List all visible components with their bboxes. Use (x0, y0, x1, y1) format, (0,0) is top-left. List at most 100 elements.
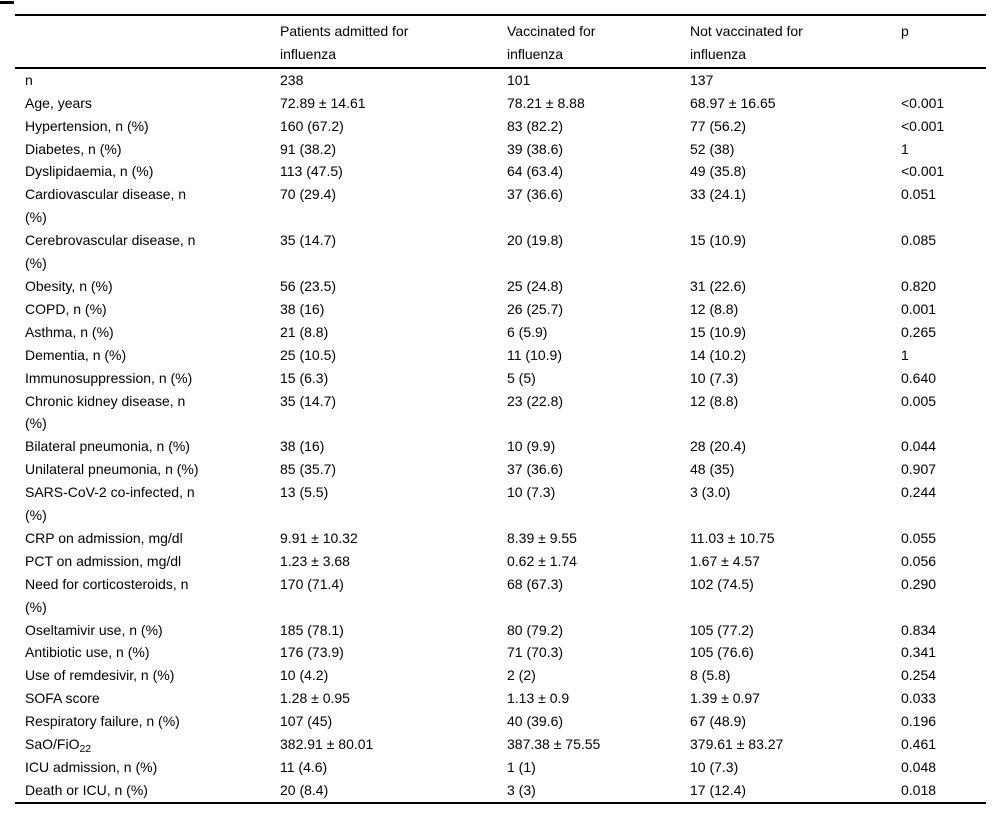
cell-p-value: <0.001 (901, 117, 945, 134)
row-label: ICU admission, n (%) (25, 759, 158, 775)
cell-p-value: 0.055 (901, 529, 937, 546)
cell-vaccinated: 0.62 ± 1.74 (507, 552, 577, 569)
table-row: Age, years 72.89 ± 14.61 78.21 ± 8.88 68.97… (15, 92, 986, 115)
cell-not-vaccinated: 15 (10.9) (690, 323, 747, 340)
cell-p-value: <0.001 (901, 163, 945, 180)
cell-p-value: 0.907 (901, 461, 937, 478)
cell-not-vaccinated: 52 (38) (690, 140, 735, 157)
cell-patients-admitted: 85 (35.7) (280, 461, 337, 478)
row-label: n (25, 71, 33, 88)
table-header: Patients admitted for influenza Vaccinat… (15, 15, 986, 68)
row-label: Antibiotic use, n (%) (25, 644, 150, 661)
cell-patients-admitted: 38 (16) (280, 438, 325, 455)
table-row: PCT on admission, mg/dl 1.23 ± 3.68 0.62 ±… (15, 550, 986, 573)
table-row: Unilateral pneumonia, n (%) 85 (35.7) 37 (… (15, 458, 986, 481)
cell-patients-admitted: 91 (38.2) (280, 140, 337, 157)
cell-p-value: 0.048 (901, 759, 937, 775)
row-label: Age, years (25, 94, 92, 111)
row-label: SOFA score (25, 690, 100, 707)
row-label: Oseltamivir use, n (%) (25, 621, 163, 638)
cell-p-value: 0.820 (901, 277, 937, 294)
cell-p-value: 0.044 (901, 438, 937, 455)
cell-vaccinated: 6 (5.9) (507, 323, 548, 340)
cell-vaccinated: 387.38 ± 75.55 (507, 736, 601, 753)
cell-p-value: 1 (901, 140, 909, 157)
row-label: Use of remdesivir, n (%) (25, 667, 175, 684)
cell-patients-admitted: 13 (5.5) (280, 484, 329, 501)
row-label: Diabetes, n (%) (25, 140, 122, 157)
row-label: SaO/FiO22 (25, 736, 92, 756)
cell-not-vaccinated: 12 (8.8) (690, 300, 739, 317)
row-label: Hypertension, n (%) (25, 117, 149, 134)
cell-not-vaccinated: 31 (22.6) (690, 277, 747, 294)
cell-not-vaccinated: 8 (5.8) (690, 667, 731, 684)
cell-p-value: 0.265 (901, 323, 937, 340)
cell-patients-admitted: 238 (280, 71, 304, 88)
cell-vaccinated: 2 (2) (507, 667, 536, 684)
cell-vaccinated: 8.39 ± 9.55 (507, 529, 577, 546)
cell-not-vaccinated: 68.97 ± 16.65 (690, 94, 776, 111)
cell-not-vaccinated: 11.03 ± 10.75 (690, 529, 775, 546)
cell-patients-admitted: 1.23 ± 3.68 (280, 552, 350, 569)
table-row: Use of remdesivir, n (%) 10 (4.2) 2 (2) 8 (… (15, 664, 986, 687)
cell-p-value: 1 (901, 346, 909, 363)
cell-patients-admitted: 113 (47.5) (280, 163, 343, 180)
cell-vaccinated: 40 (39.6) (507, 713, 564, 730)
table-row: Asthma, n (%) 21 (8.8) 6 (5.9) 15 (10.9) 0.2… (15, 321, 986, 344)
cell-not-vaccinated: 10 (7.3) (690, 759, 739, 775)
cell-patients-admitted: 10 (4.2) (280, 667, 329, 684)
cell-patients-admitted: 70 (29.4) (280, 186, 337, 203)
cell-patients-admitted: 160 (67.2) (280, 117, 344, 134)
row-label: Immunosuppression, n (%) (25, 369, 193, 386)
col-header-p-value: p (901, 15, 986, 68)
cell-patients-admitted: 185 (78.1) (280, 621, 344, 638)
cell-vaccinated: 10 (9.9) (507, 438, 556, 455)
cell-p-value (901, 68, 986, 92)
cell-not-vaccinated: 28 (20.4) (690, 438, 747, 455)
col-header-patients-line1: Patients admitted for (280, 23, 409, 39)
row-label: Unilateral pneumonia, n (%) (25, 461, 199, 478)
cell-not-vaccinated: 102 (74.5) (690, 575, 754, 592)
cell-patients-admitted: 35 (14.7) (280, 232, 337, 249)
cell-not-vaccinated: 1.39 ± 0.97 (690, 690, 760, 707)
col-header-patients-line2: influenza (280, 45, 337, 62)
cell-not-vaccinated: 10 (7.3) (690, 369, 739, 386)
cell-not-vaccinated: 12 (8.8) (690, 392, 739, 409)
header-row: Patients admitted for influenza Vaccinat… (15, 15, 986, 68)
cell-not-vaccinated: 379.61 ± 83.27 (690, 736, 784, 753)
cell-vaccinated: 78.21 ± 8.88 (507, 94, 585, 111)
row-label: Chronic kidney disease, n (%) (25, 392, 186, 432)
table-row: COPD, n (%) 38 (16) 26 (25.7) 12 (8.8) 0.001 (15, 298, 986, 321)
cell-not-vaccinated: 3 (3.0) (690, 484, 731, 501)
table-row: SaO/FiO22 382.91 ± 80.01 387.38 ± 75.55 379… (15, 733, 986, 756)
table-body: n 238 101 137 Age, years 72.89 ± 14.61 78.21 ±… (15, 68, 986, 803)
cell-not-vaccinated: 14 (10.2) (690, 346, 747, 363)
cell-p-value: 0.244 (901, 484, 937, 501)
table-row: Death or ICU, n (%) 20 (8.4) 3 (3) 17 (12.4… (15, 779, 986, 803)
row-label: COPD, n (%) (25, 300, 107, 317)
row-label: PCT on admission, mg/dl (25, 552, 182, 569)
row-label: Respiratory failure, n (%) (25, 713, 180, 730)
cell-not-vaccinated: 137 (690, 71, 714, 88)
table-row: Respiratory failure, n (%) 107 (45) 40 (39… (15, 710, 986, 733)
row-label: Dementia, n (%) (25, 346, 127, 363)
col-header-not-vaccinated-line2: influenza (690, 45, 747, 62)
row-label: Cerebrovascular disease, n (%) (25, 232, 196, 272)
cell-p-value: 0.001 (901, 300, 937, 317)
cell-patients-admitted: 25 (10.5) (280, 346, 337, 363)
cell-vaccinated: 64 (63.4) (507, 163, 564, 180)
cell-not-vaccinated: 1.67 ± 4.57 (690, 552, 760, 569)
table-row: SARS-CoV-2 co-infected, n (%) 13 (5.5) 10 (… (15, 481, 986, 527)
cell-patients-admitted: 38 (16) (280, 300, 325, 317)
cell-vaccinated: 37 (36.6) (507, 461, 564, 478)
cell-patients-admitted: 176 (73.9) (280, 644, 344, 661)
table-row: CRP on admission, mg/dl 9.91 ± 10.32 8.39 … (15, 527, 986, 550)
col-header-p-line1: p (901, 23, 909, 39)
table-row: Diabetes, n (%) 91 (38.2) 39 (38.6) 52 (38)… (15, 138, 986, 161)
cell-vaccinated: 101 (507, 71, 531, 88)
row-label-subscript: 22 (79, 743, 92, 756)
scan-artifact (0, 1, 14, 4)
cell-patients-admitted: 170 (71.4) (280, 575, 344, 592)
cell-not-vaccinated: 17 (12.4) (690, 781, 747, 798)
